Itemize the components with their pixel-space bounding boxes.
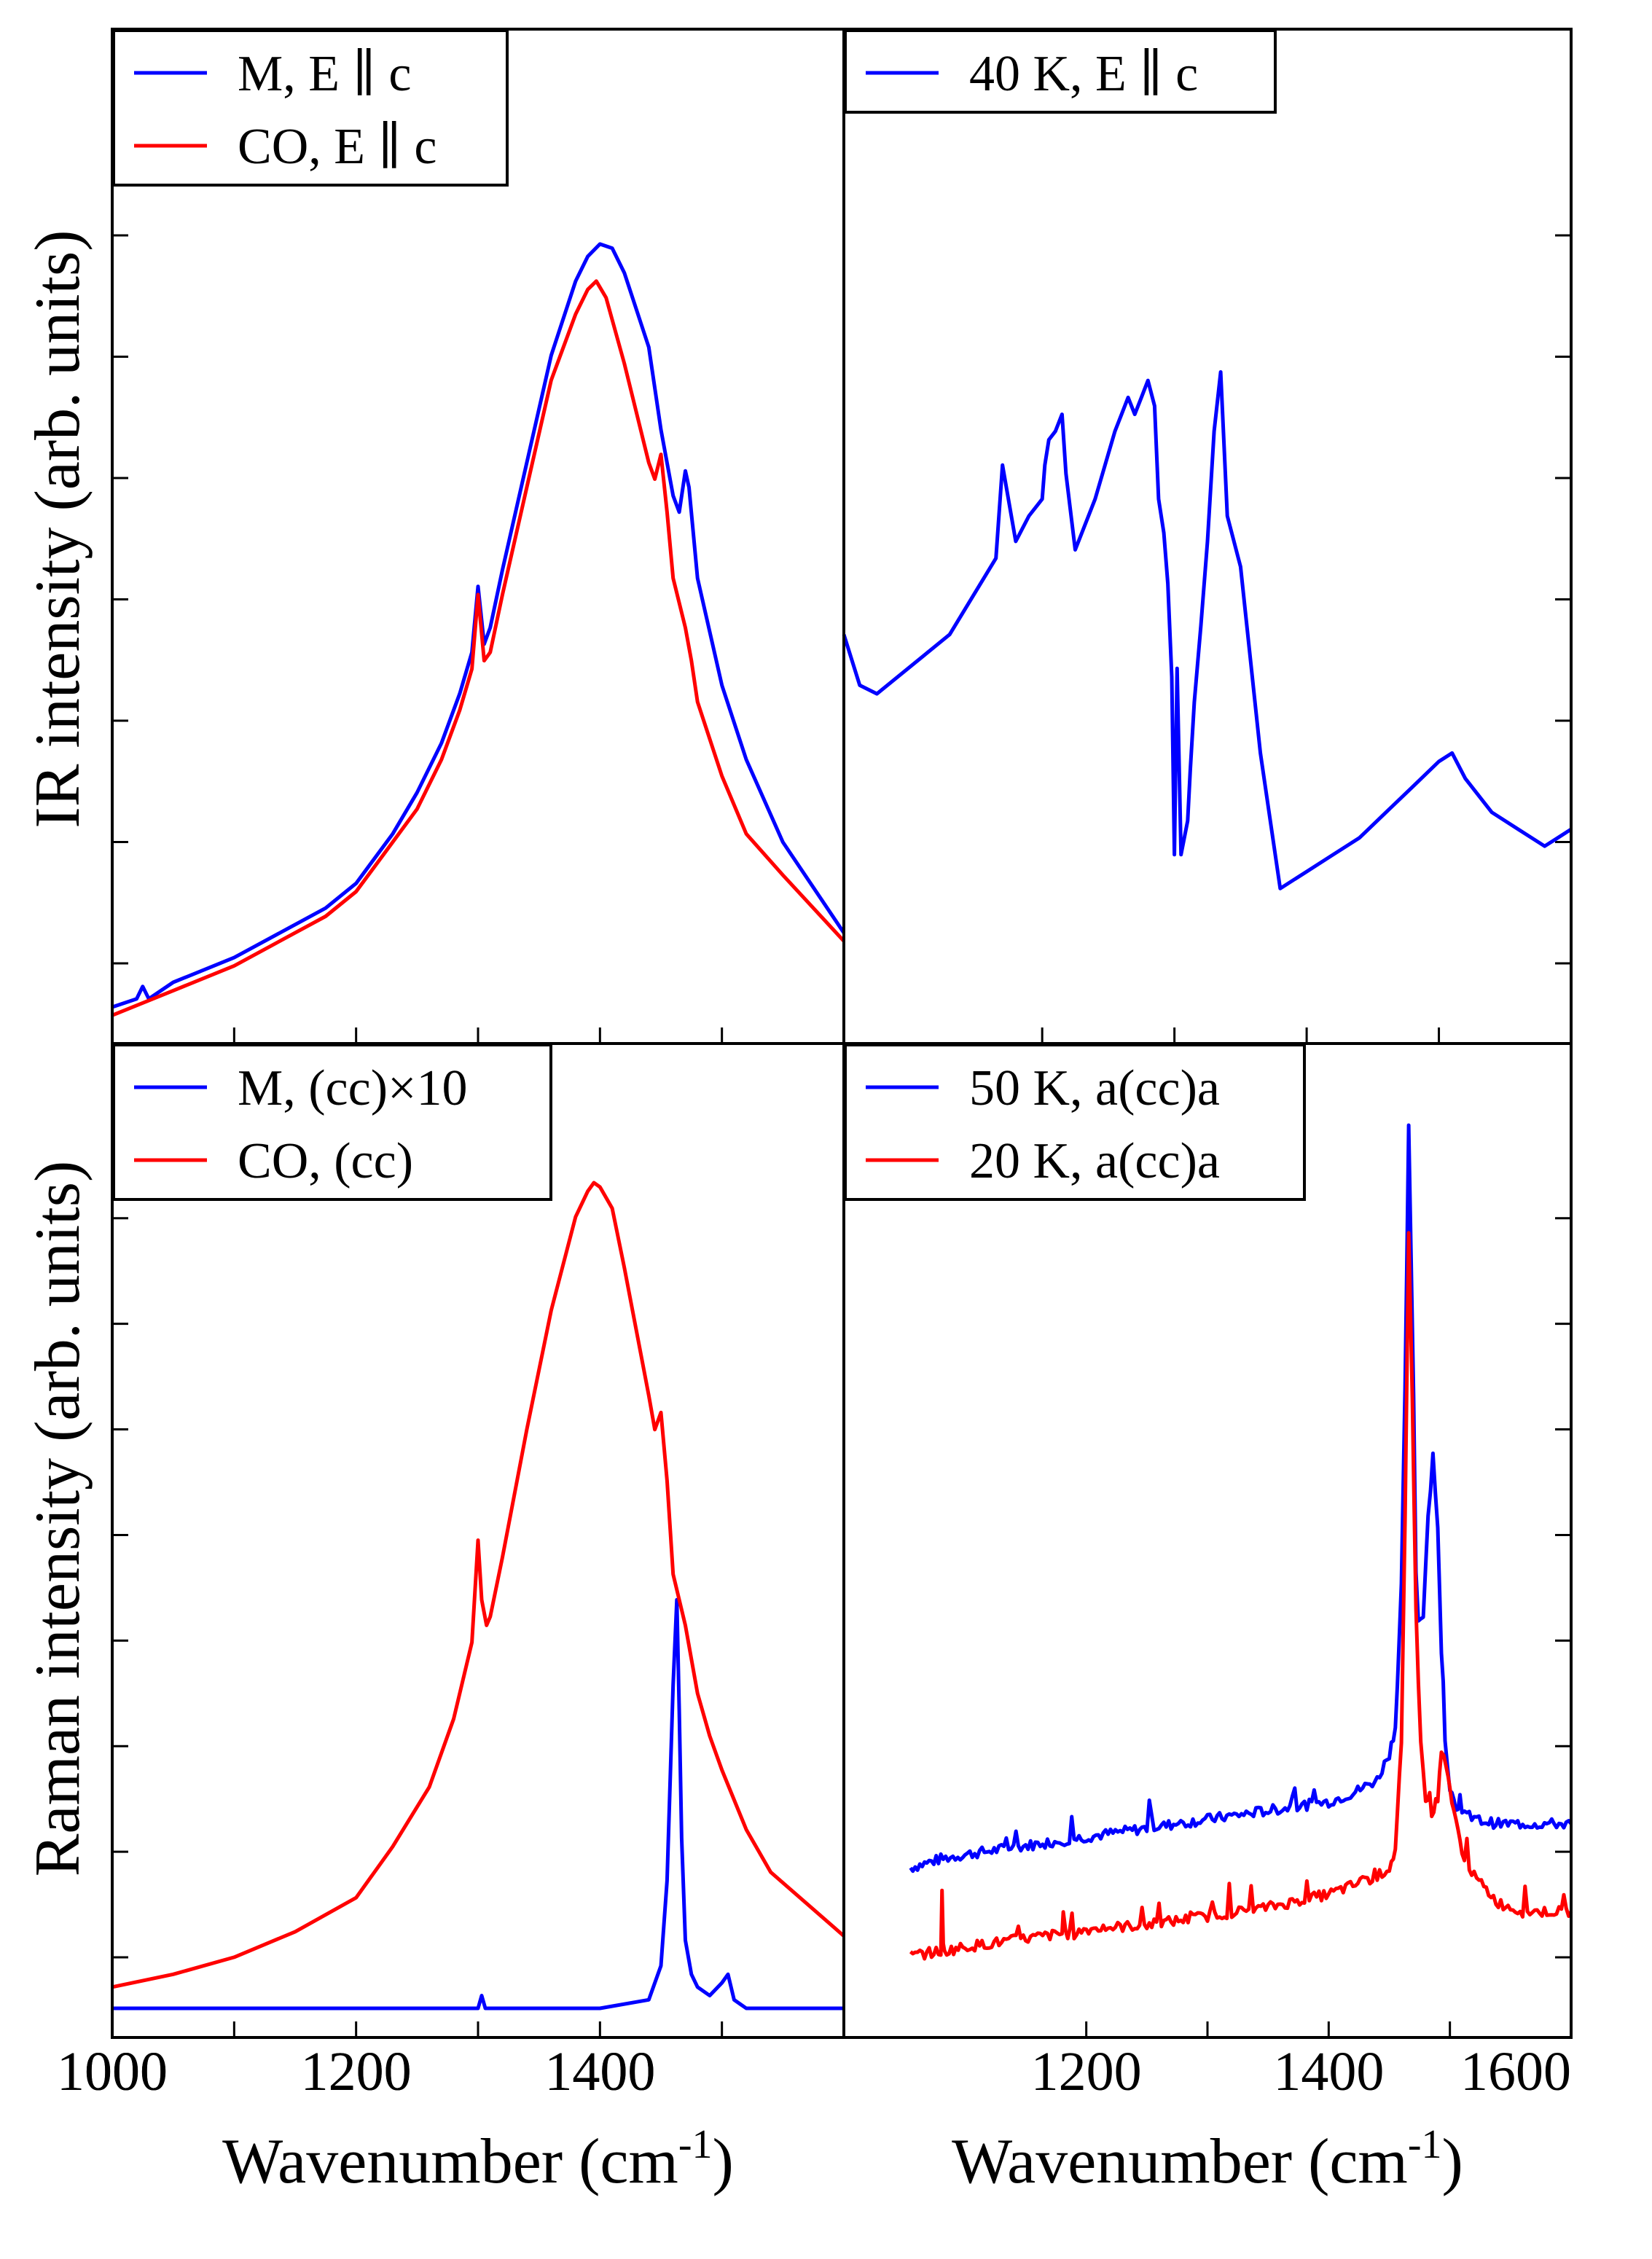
series-line-m-e-c	[111, 242, 846, 1009]
xlabel-right: Wavenumber (cm-1)	[952, 2122, 1463, 2197]
xtick-label: 1400	[544, 2041, 655, 2102]
xlabel-right-main: Wavenumber (cm	[952, 2126, 1408, 2197]
legend-label: M, E ∥ c	[238, 46, 411, 102]
xtick-label: 1200	[1031, 2041, 1142, 2102]
legend-label: 20 K, a(cc)a	[969, 1133, 1220, 1189]
legend-label: 40 K, E ∥ c	[969, 46, 1198, 102]
ir-right-panel: 40 K, E ∥ c	[842, 29, 1573, 1044]
xtick-label: 1000	[57, 2041, 168, 2102]
series-line-20-k-a-cc-a	[909, 1231, 1573, 1961]
legend-label: CO, (cc)	[238, 1133, 413, 1189]
xtick-label: 1400	[1273, 2041, 1384, 2102]
series-line-co-cc-	[111, 1181, 845, 1989]
xlabel-left-close: )	[713, 2126, 734, 2197]
legend-label: 50 K, a(cc)a	[969, 1060, 1220, 1116]
xtick-label: 1400	[544, 2041, 655, 2102]
xlabel-right-sup: -1	[1408, 2122, 1442, 2167]
series-line-co-e-c	[111, 279, 845, 1017]
legend-label: M, (cc)×10	[238, 1060, 467, 1116]
legend-box	[844, 1044, 1306, 1201]
xlabel-left-sup: -1	[678, 2122, 713, 2167]
xtick-label: 1200	[301, 2041, 412, 2102]
raman-left-panel: 1000 1200 1400 M, (cc)×10 CO, (cc)	[57, 1044, 845, 2102]
series-line-m-cc-10	[112, 1597, 844, 2011]
ylabel-bottom: Raman intensity (arb. units)	[23, 1161, 93, 1876]
ylabel-top: IR intensity (arb. units)	[23, 230, 93, 828]
ir-left-panel: 1000 1200 1400 M, E ∥ c CO, E ∥ c	[57, 29, 846, 2102]
raman-right-panel: 1200 1400 1600 50 K, a(cc)a 20 K, a(cc)a	[844, 1044, 1573, 2102]
xtick-label: 1000	[57, 2041, 168, 2102]
legend-box	[112, 1044, 552, 1201]
series-line-40-k-e-c	[842, 370, 1573, 890]
xtick-label: 1600	[1460, 2041, 1571, 2102]
figure-frame	[111, 28, 1573, 2039]
xtick-label: 1200	[301, 2041, 412, 2102]
series-line-50-k-a-cc-a	[909, 1123, 1573, 1874]
xlabel-left: Wavenumber (cm-1)	[222, 2122, 734, 2197]
xlabel-right-close: )	[1442, 2126, 1463, 2197]
xlabel-left-main: Wavenumber (cm	[222, 2126, 678, 2197]
legend-label: CO, E ∥ c	[238, 119, 437, 175]
